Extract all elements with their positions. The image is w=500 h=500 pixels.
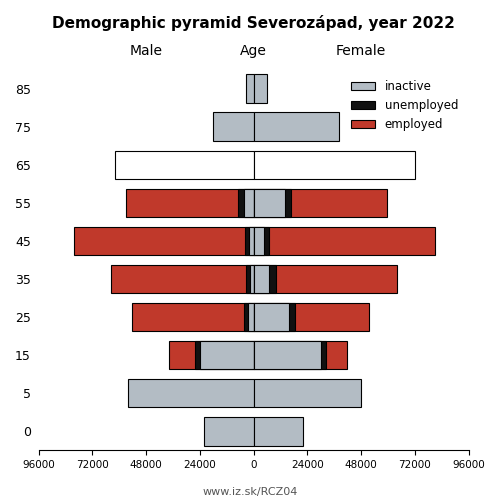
Bar: [254, 188, 285, 217]
Text: Male: Male: [130, 44, 162, 58]
Bar: [132, 303, 254, 332]
Bar: [254, 341, 346, 370]
Bar: [254, 74, 267, 103]
Bar: [254, 150, 415, 179]
Bar: [246, 264, 254, 294]
Bar: [254, 188, 290, 217]
Bar: [254, 226, 264, 255]
Bar: [254, 417, 303, 446]
Bar: [196, 341, 254, 370]
Bar: [244, 188, 254, 217]
Bar: [74, 226, 254, 255]
Bar: [168, 341, 254, 370]
Bar: [246, 74, 254, 103]
Bar: [254, 264, 276, 294]
Bar: [244, 303, 254, 332]
Bar: [112, 264, 254, 294]
Bar: [249, 226, 254, 255]
Bar: [254, 264, 270, 294]
Bar: [126, 188, 254, 217]
Bar: [128, 379, 254, 408]
Bar: [254, 226, 435, 255]
Bar: [254, 341, 326, 370]
Bar: [254, 303, 369, 332]
Bar: [250, 264, 254, 294]
Bar: [254, 379, 361, 408]
Bar: [204, 417, 254, 446]
Bar: [254, 188, 387, 217]
Bar: [254, 303, 295, 332]
Text: Age: Age: [240, 44, 267, 58]
Bar: [248, 303, 254, 332]
Legend: inactive, unemployed, employed: inactive, unemployed, employed: [346, 76, 463, 136]
Title: Demographic pyramid Severozápad, year 2022: Demographic pyramid Severozápad, year 20…: [52, 15, 455, 31]
Bar: [254, 112, 338, 141]
Bar: [254, 264, 397, 294]
Bar: [214, 112, 254, 141]
Bar: [254, 226, 270, 255]
Bar: [254, 303, 290, 332]
Bar: [115, 150, 254, 179]
Text: www.iz.sk/RCZ04: www.iz.sk/RCZ04: [202, 487, 298, 497]
Bar: [238, 188, 254, 217]
Text: Female: Female: [336, 44, 386, 58]
Bar: [244, 226, 254, 255]
Bar: [254, 341, 321, 370]
Bar: [200, 341, 254, 370]
